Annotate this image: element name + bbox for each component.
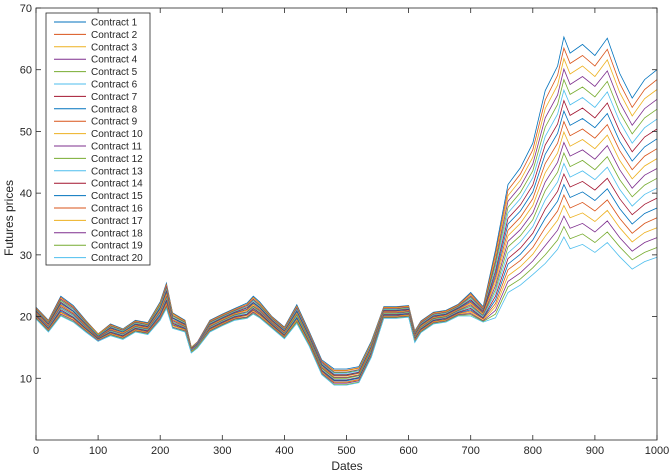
y-tick-label: 70 bbox=[20, 3, 32, 15]
series-line-contract-10 bbox=[35, 130, 658, 378]
legend-label: Contract 1 bbox=[91, 18, 138, 29]
y-tick-label: 40 bbox=[20, 188, 32, 200]
legend-label: Contract 16 bbox=[91, 204, 143, 215]
legend-label: Contract 2 bbox=[91, 30, 138, 41]
legend-label: Contract 14 bbox=[91, 179, 143, 190]
legend-label: Contract 3 bbox=[91, 42, 138, 53]
x-tick-label: 0 bbox=[33, 445, 39, 457]
legend-label: Contract 8 bbox=[91, 104, 138, 115]
series-line-contract-20 bbox=[35, 236, 658, 386]
legend-label: Contract 18 bbox=[91, 228, 143, 239]
x-tick-label: 400 bbox=[275, 445, 293, 457]
legend-label: Contract 11 bbox=[91, 142, 142, 153]
x-tick-label: 200 bbox=[151, 445, 169, 457]
legend-label: Contract 10 bbox=[91, 129, 143, 140]
series-line-contract-11 bbox=[35, 141, 658, 379]
x-tick-label: 600 bbox=[399, 445, 417, 457]
legend-label: Contract 15 bbox=[91, 191, 143, 202]
y-tick-label: 10 bbox=[20, 373, 32, 385]
series-line-contract-15 bbox=[35, 183, 658, 382]
series-line-contract-16 bbox=[35, 193, 658, 383]
legend-label: Contract 13 bbox=[91, 166, 143, 177]
series-layer bbox=[35, 35, 658, 386]
y-axis-label: Futures prices bbox=[2, 180, 16, 256]
x-tick-label: 100 bbox=[89, 445, 107, 457]
y-tick-label: 20 bbox=[20, 312, 32, 324]
series-line-contract-13 bbox=[35, 162, 658, 380]
legend-label: Contract 4 bbox=[91, 55, 138, 66]
x-tick-label: 800 bbox=[524, 445, 542, 457]
x-tick-label: 500 bbox=[337, 445, 355, 457]
legend-label: Contract 7 bbox=[91, 92, 138, 103]
legend-label: Contract 20 bbox=[91, 253, 143, 264]
legend-label: Contract 9 bbox=[91, 117, 138, 128]
y-tick-label: 60 bbox=[20, 65, 32, 77]
legend-label: Contract 12 bbox=[91, 154, 143, 165]
x-tick-label: 1000 bbox=[645, 445, 669, 457]
legend-label: Contract 5 bbox=[91, 67, 138, 78]
x-tick-label: 300 bbox=[213, 445, 231, 457]
x-tick-label: 700 bbox=[462, 445, 480, 457]
x-tick-label: 900 bbox=[586, 445, 604, 457]
x-axis-label: Dates bbox=[331, 459, 362, 473]
axes-layer: 0 100 200 300 400 500 600 700 800 900 1000 10 20 30 40… bbox=[20, 3, 669, 457]
series-line-contract-1 bbox=[35, 35, 658, 370]
legend-label: Contract 19 bbox=[91, 241, 143, 252]
y-tick-label: 30 bbox=[20, 250, 32, 262]
y-tick-label: 50 bbox=[20, 126, 32, 138]
series-line-contract-18 bbox=[35, 215, 658, 384]
series-line-contract-8 bbox=[35, 109, 658, 376]
legend-box bbox=[45, 12, 151, 266]
legend-label: Contract 6 bbox=[91, 80, 138, 91]
legend-label: Contract 17 bbox=[91, 216, 143, 227]
